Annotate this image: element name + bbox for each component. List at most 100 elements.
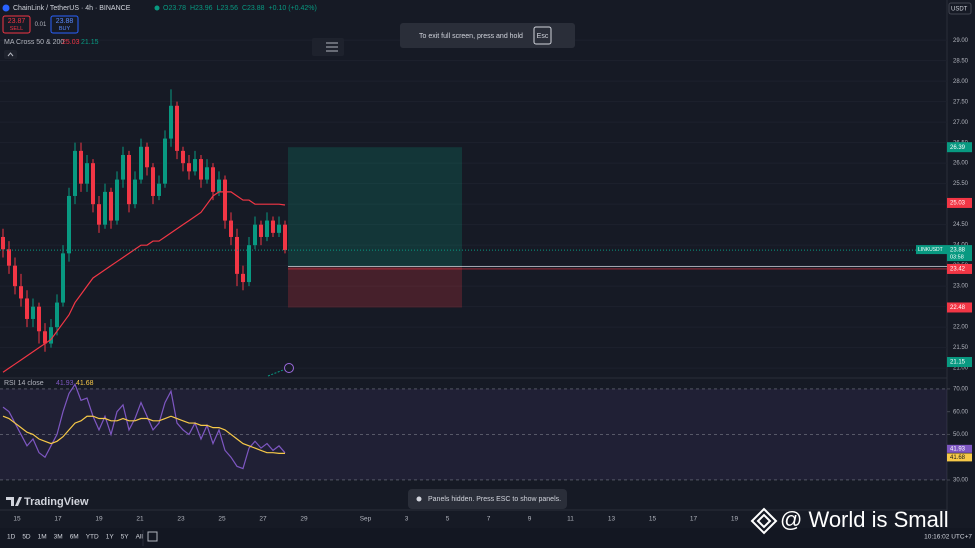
countdown: 03:58 <box>950 255 964 261</box>
price-tag-label: 41.93 <box>950 446 966 452</box>
x-tick-label: 27 <box>259 516 267 523</box>
candle-body <box>121 154 125 180</box>
ohlc-value: H23.96 <box>190 5 213 12</box>
rsi-value: 41.93 <box>56 380 74 387</box>
candle-body <box>157 183 161 196</box>
ma-legend[interactable]: MA Cross 50 & 200 <box>4 39 64 46</box>
range-button[interactable]: 5Y <box>121 534 130 541</box>
candle-body <box>49 327 53 344</box>
x-tick-label: 5 <box>446 516 450 523</box>
range-button[interactable]: 1Y <box>106 534 115 541</box>
candle-body <box>217 179 221 192</box>
x-tick-label: 3 <box>405 516 409 523</box>
range-button[interactable]: 6M <box>70 534 79 541</box>
y-tick-label: 23.00 <box>953 284 969 290</box>
currency[interactable]: USDT <box>951 7 968 13</box>
candle-body <box>205 167 209 180</box>
y-tick-label: 30.00 <box>953 478 969 484</box>
candle-body <box>169 105 173 139</box>
candle-body <box>13 265 17 287</box>
x-tick-label: 7 <box>487 516 491 523</box>
currency-select[interactable] <box>948 2 972 15</box>
candle-body <box>127 154 131 205</box>
x-tick-label: 21 <box>136 516 144 523</box>
sell-button[interactable] <box>2 15 31 34</box>
candle-body <box>223 179 227 221</box>
series-line <box>2 383 286 470</box>
y-tick-label: 27.00 <box>953 120 969 126</box>
series-line <box>2 415 286 454</box>
ma-value: 25.03 <box>62 39 80 46</box>
range-button[interactable]: 1M <box>38 534 47 541</box>
fullscreen-text: To exit full screen, press and hold <box>419 33 523 40</box>
watermark: @ World is Small <box>780 507 949 532</box>
price-tag <box>947 444 972 453</box>
series-line <box>2 191 286 373</box>
candle-body <box>25 298 29 319</box>
market-status <box>154 5 160 11</box>
candle-body <box>259 224 263 237</box>
price-tag <box>947 357 972 368</box>
candle-body <box>103 191 107 225</box>
candle-body <box>277 224 281 233</box>
x-tick-label: 13 <box>608 516 616 523</box>
date-range-icon[interactable] <box>147 531 158 542</box>
ohlc-value: C23.88 <box>242 5 265 12</box>
price-tag-label: 21.15 <box>950 360 966 366</box>
logo-mark <box>6 497 22 506</box>
candle-body <box>211 167 215 192</box>
info-icon <box>416 496 422 502</box>
range-button[interactable]: YTD <box>86 534 99 541</box>
collapse-button[interactable] <box>4 50 17 59</box>
x-tick-label: 25 <box>218 516 226 523</box>
range-button[interactable]: All <box>136 534 144 541</box>
rsi-legend[interactable]: RSI 14 close <box>4 380 44 387</box>
symbol-tag-label: LINKUSDT <box>918 247 943 253</box>
price-tag <box>947 302 972 313</box>
price-tag-label: 41.68 <box>950 455 966 461</box>
candle-body <box>133 179 137 205</box>
y-tick-label: 24.50 <box>953 222 969 228</box>
key: Esc <box>537 33 549 40</box>
loss-zone <box>288 266 462 308</box>
price-tag-label: 23.88 <box>950 248 966 254</box>
ohlc-value: +0.10 (+0.42%) <box>269 5 317 12</box>
candle-body <box>235 236 239 274</box>
candle-body <box>253 224 257 246</box>
range-button[interactable]: 5D <box>22 534 31 541</box>
price-tag-label: 22.48 <box>950 305 966 311</box>
buy-button[interactable] <box>50 15 79 34</box>
symbol-tag <box>916 245 947 255</box>
plot: 21.0021.5022.0022.5023.0023.5024.0024.50… <box>0 38 972 523</box>
x-tick-label: 23 <box>177 516 185 523</box>
price-tag <box>947 453 972 462</box>
y-tick-label: 29.00 <box>953 38 969 44</box>
symbol[interactable]: ChainLink / TetherUS · 4h · BINANCE <box>13 5 131 12</box>
symbol-logo <box>2 4 10 12</box>
price-tag <box>947 263 972 274</box>
candle-body <box>229 220 233 237</box>
logo: TradingView <box>24 496 89 508</box>
price-tag <box>947 245 972 262</box>
candle-body <box>67 195 71 254</box>
buy-label: BUY <box>59 26 71 32</box>
range-button[interactable]: 3M <box>54 534 63 541</box>
y-tick-label: 50.00 <box>953 432 969 438</box>
price-tag-label: 23.42 <box>950 267 966 273</box>
candle-body <box>37 306 41 332</box>
y-tick-label: 28.00 <box>953 79 969 85</box>
price-tag <box>947 197 972 208</box>
candle-body <box>151 167 155 196</box>
candle-body <box>97 204 101 225</box>
x-tick-label: 19 <box>95 516 103 523</box>
range-button[interactable]: 1D <box>7 534 16 541</box>
candle-body <box>241 273 245 283</box>
alert-icon[interactable] <box>284 363 294 373</box>
profit-zone <box>288 147 462 267</box>
candle-body <box>271 220 275 233</box>
price-tag-label: 26.39 <box>950 145 966 151</box>
candle-body <box>175 105 179 151</box>
buy-price: 23.88 <box>56 18 74 25</box>
